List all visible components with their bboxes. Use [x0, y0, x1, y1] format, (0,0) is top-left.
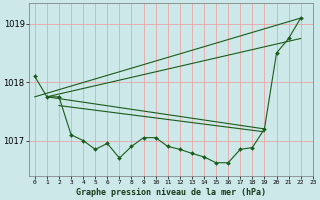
X-axis label: Graphe pression niveau de la mer (hPa): Graphe pression niveau de la mer (hPa): [76, 188, 266, 197]
